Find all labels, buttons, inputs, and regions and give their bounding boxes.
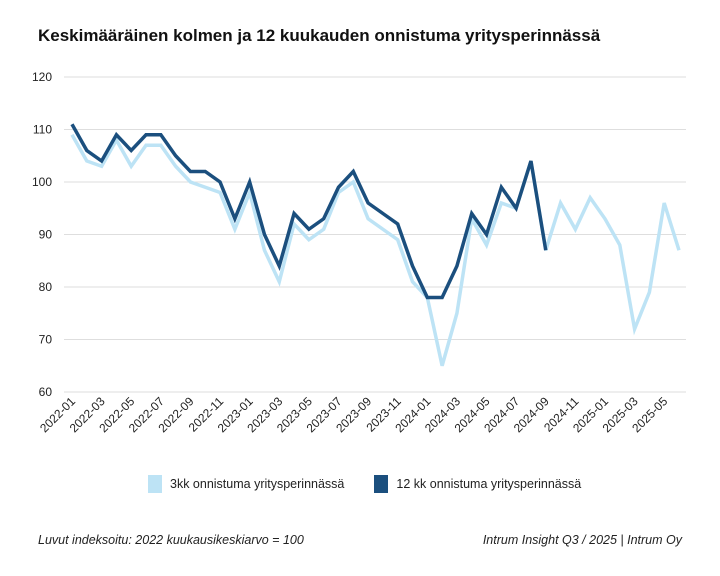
series-line-12kk bbox=[70, 123, 548, 300]
legend-item-12kk: 12 kk onnistuma yritysperinnässä bbox=[374, 475, 581, 493]
y-tick-label: 80 bbox=[39, 280, 53, 294]
legend: 3kk onnistuma yritysperinnässä 12 kk onn… bbox=[148, 475, 581, 493]
legend-swatch bbox=[374, 475, 389, 493]
y-tick-label: 60 bbox=[39, 385, 53, 399]
y-tick-label: 100 bbox=[32, 175, 52, 189]
series-line-3kk bbox=[70, 133, 681, 367]
y-tick-label: 70 bbox=[39, 333, 53, 347]
legend-item-3kk: 3kk onnistuma yritysperinnässä bbox=[148, 475, 344, 493]
legend-label: 3kk onnistuma yritysperinnässä bbox=[170, 477, 345, 491]
legend-label: 12 kk onnistuma yritysperinnässä bbox=[396, 477, 582, 491]
chart-title: Keskimääräinen kolmen ja 12 kuukauden on… bbox=[38, 26, 601, 45]
y-tick-label: 110 bbox=[33, 123, 52, 137]
y-tick-label: 120 bbox=[32, 70, 52, 84]
y-tick-label: 90 bbox=[39, 228, 53, 242]
line-chart: 607080901001101202022-012022-032022-0520… bbox=[32, 70, 686, 435]
source: Intrum Insight Q3 / 2025 | Intrum Oy bbox=[482, 533, 682, 547]
legend-swatch bbox=[148, 475, 162, 493]
footnote: Luvut indeksoitu: 2022 kuukausikeskiarvo… bbox=[38, 533, 304, 547]
